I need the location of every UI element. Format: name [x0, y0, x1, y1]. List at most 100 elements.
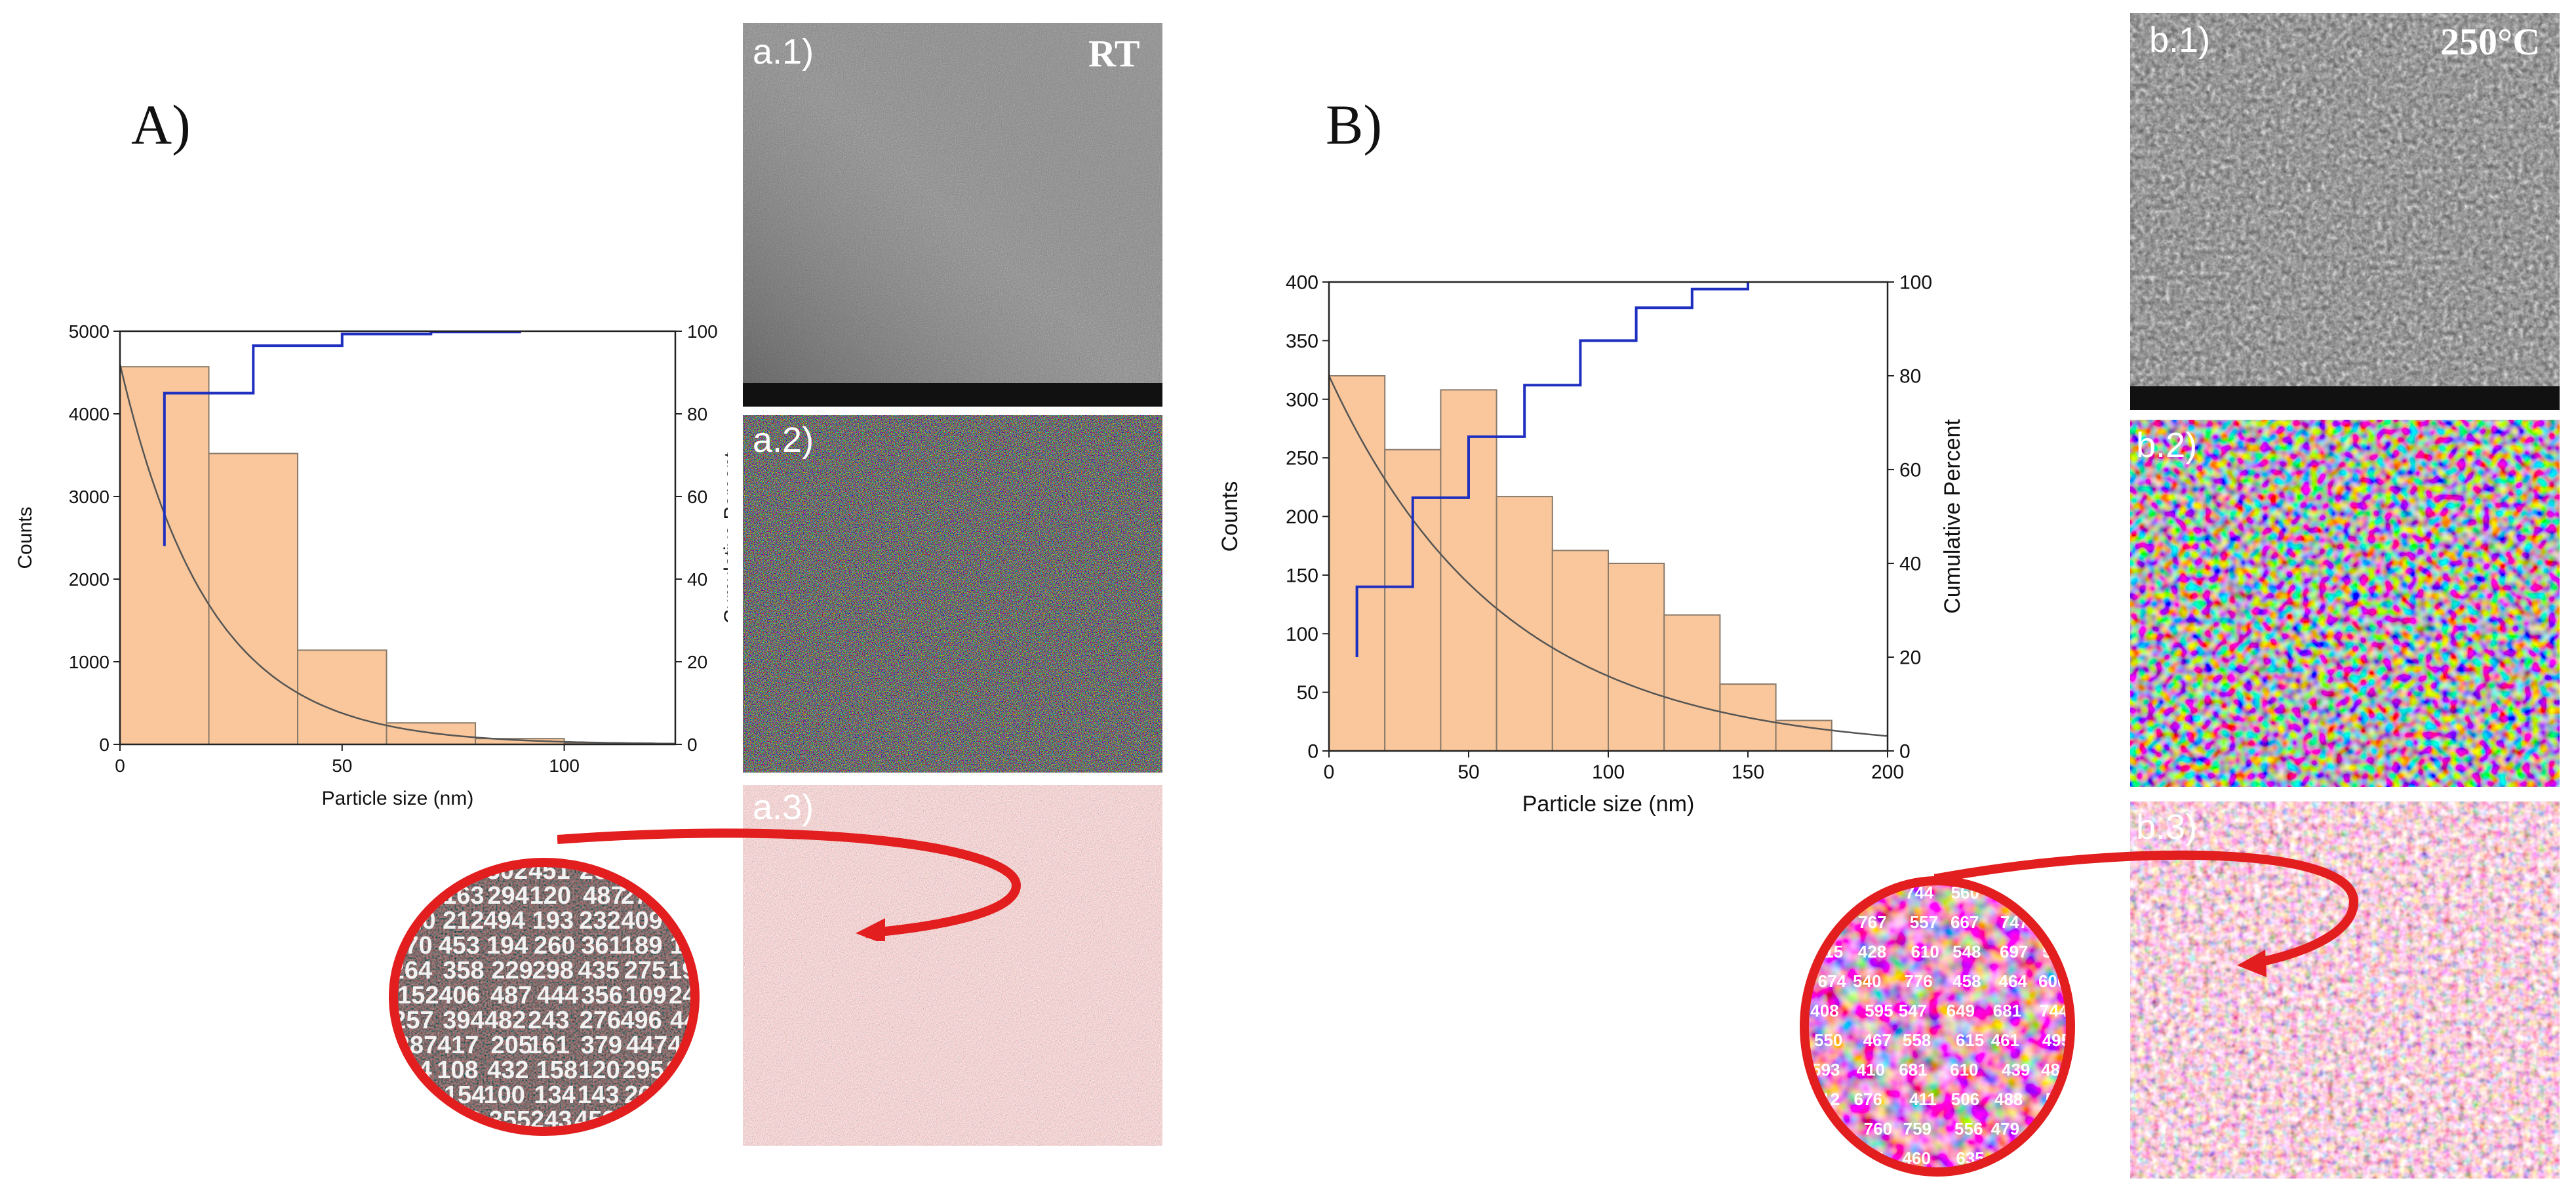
zoom-particle-id: 439 [2002, 1060, 2030, 1080]
zoom-particle-id: 776 [1904, 971, 1932, 991]
zoom-particle-id: 428 [1858, 942, 1886, 961]
zoom-particle-id: 557 [1910, 912, 1938, 932]
y2-tick-label: 60 [1899, 460, 1921, 481]
zoom-particle-id: 120 [578, 1057, 620, 1084]
y-tick-label: 4000 [69, 404, 109, 424]
zoom-particle-id: 298 [532, 957, 574, 984]
zoom-particle-id: 628 [1807, 883, 1835, 902]
histogram-bar [208, 453, 299, 745]
sem-image-b1 [2130, 13, 2560, 410]
zoom-particle-id: 193 [532, 907, 574, 935]
y-tick-label: 5000 [69, 321, 109, 342]
sem-texture-b1 [2130, 13, 2560, 410]
label-b3: b.3) [2136, 807, 2198, 847]
zoom-particle-id: 232 [579, 907, 620, 935]
y2-tick-label: 40 [1899, 554, 1921, 575]
y-tick-label: 100 [1286, 624, 1318, 645]
y2-axis-label: Cumulative Percent [1940, 419, 1965, 614]
zoom-particle-id: 488 [1994, 1089, 2023, 1109]
zoom-particle-id: 221 [667, 1106, 705, 1134]
y-tick-label: 1000 [69, 652, 109, 672]
chart-b: 0 50 100 150 200 0 50 100 150 200 250 300 350 400 0 20 4… [1206, 249, 2023, 839]
y-axis-label: Counts [14, 506, 36, 569]
y2-tick-label: 0 [687, 735, 698, 755]
zoom-inset-a: 3241973024512644121301941632941204872771… [384, 853, 705, 1141]
y-axis-label: Counts [1218, 481, 1242, 552]
zoom-particle-id: 294 [487, 882, 528, 910]
zoom-particle-id: 432 [487, 1057, 528, 1084]
zoom-particle-id: 275 [624, 957, 665, 984]
zoom-particle-id: 161 [528, 1032, 569, 1059]
zoom-particle-id: 547 [1899, 1001, 1927, 1020]
zoom-particle-id: 194 [486, 932, 528, 959]
label-b1: b.1) [2149, 20, 2211, 60]
zoom-particle-id: 358 [443, 957, 484, 984]
histogram-bar [297, 649, 387, 745]
zoom-particle-id: 417 [437, 1032, 479, 1059]
zoom-particle-id: 610 [1911, 942, 1939, 961]
zoom-particle-id: 356 [581, 982, 622, 1009]
zoom-particle-id: 324 [395, 857, 436, 885]
segmentation-image-a2 [743, 415, 1162, 773]
zoom-particle-id: 506 [1951, 1089, 1979, 1109]
arrow-b [1934, 850, 2359, 977]
zoom-particle-id: 158 [536, 1057, 578, 1084]
y2-tick-label: 100 [687, 321, 718, 342]
x-tick-label: 50 [1457, 761, 1479, 783]
zoom-particle-id: 453 [439, 932, 480, 959]
zoom-particle-id: 402 [665, 1081, 705, 1109]
x-tick-label: 50 [332, 756, 352, 776]
zoom-particle-id: 109 [625, 982, 666, 1009]
labelled-image-b3 [2130, 801, 2560, 1179]
sem-scale-bar-b1 [2130, 386, 2560, 410]
segmentation-image-b2 [2130, 420, 2560, 787]
zoom-particle-id: 120 [530, 882, 571, 910]
zoom-particle-id: 681 [1899, 1060, 1927, 1080]
y2-tick-label: 40 [687, 569, 707, 590]
zoom-particle-id: 558 [1903, 1030, 1931, 1050]
zoom-particle-id: 361 [581, 932, 622, 959]
segmentation-texture-b2 [2130, 420, 2560, 787]
chart-a: 0 50 100 0 1000 2000 3000 4000 5000 0 20 40 60 80 100 P… [13, 272, 742, 830]
zoom-particle-id: 548 [1952, 942, 1981, 961]
y-tick-label: 2000 [69, 569, 109, 590]
y-tick-label: 3000 [69, 487, 109, 507]
sem-image-a1 [743, 23, 1162, 407]
zoom-particle-id: 674 [1818, 971, 1847, 991]
zoom-particle-id: 610 [1950, 1060, 1978, 1080]
zoom-particle-id: 766 [1814, 1148, 1842, 1168]
y-tick-label: 350 [1286, 331, 1318, 352]
y2-tick-label: 60 [687, 487, 707, 507]
zoom-particle-id: 260 [534, 932, 575, 959]
zoom-particle-id: 143 [578, 1081, 619, 1109]
zoom-particle-id: 189 [621, 932, 662, 959]
sem-scale-bar-a1 [743, 383, 1162, 407]
zoom-particle-id: 496 [620, 1007, 662, 1034]
zoom-particle-id: 243 [528, 1007, 569, 1034]
zoom-particle-id: 550 [1814, 1030, 1842, 1050]
y-tick-label: 400 [1286, 272, 1318, 294]
fit-curve [119, 364, 676, 745]
sem-texture-a1 [743, 23, 1162, 407]
zoom-particle-id: 461 [1991, 1030, 2019, 1050]
labelled-image-a3 [743, 785, 1162, 1146]
y-tick-label: 300 [1286, 389, 1318, 411]
zoom-particle-id: 759 [1903, 1119, 1932, 1139]
y2-tick-label: 80 [1899, 366, 1921, 388]
zoom-particle-id: 649 [1947, 1001, 1975, 1020]
zoom-particle-id: 108 [437, 1057, 478, 1084]
chart-b-svg: 0 50 100 150 2000501001502002503003504000204… [1218, 272, 1965, 817]
x-tick-label: 0 [115, 756, 125, 776]
zoom-particle-id: 482 [485, 1007, 526, 1034]
zoom-particle-id: 411 [1909, 1089, 1937, 1109]
zoom-particle-id: 458 [1952, 971, 1981, 991]
plot-frame [119, 330, 677, 746]
zoom-particle-id: 487 [490, 982, 532, 1009]
histogram-bar [1496, 496, 1553, 752]
labelled-texture-b3 [2130, 801, 2560, 1179]
y-tick-label: 200 [1286, 506, 1318, 528]
label-b2: b.2) [2136, 426, 2198, 465]
zoom-particle-id: 447 [626, 1032, 667, 1059]
zoom-particle-id: 556 [1954, 1119, 1983, 1139]
